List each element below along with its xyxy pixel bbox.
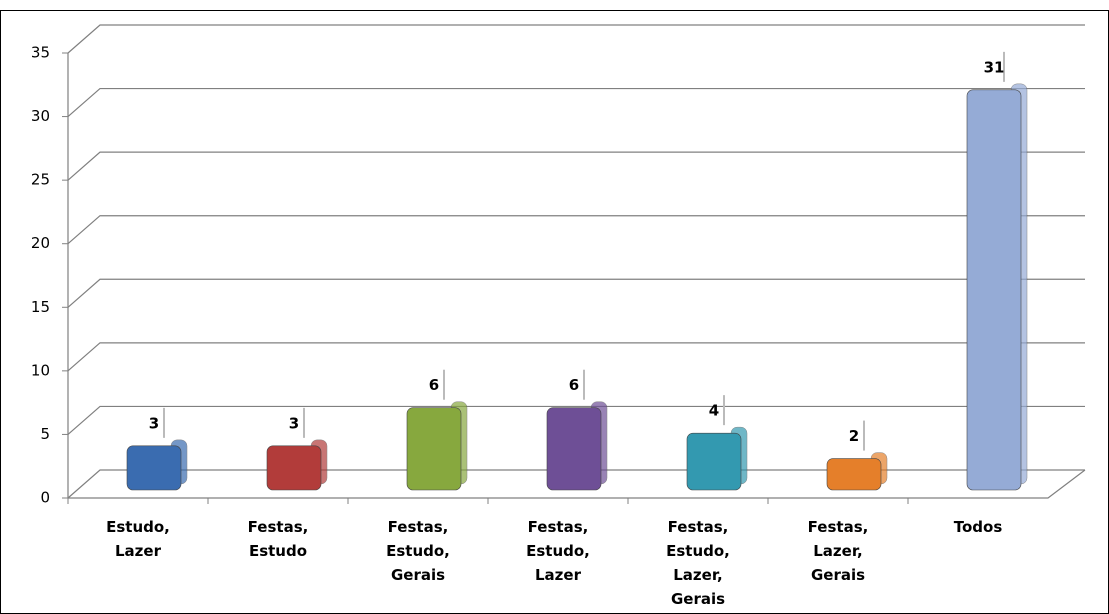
value-label: 3 xyxy=(289,414,299,432)
x-tick-label: Todos xyxy=(954,518,1003,536)
y-tick-label: 5 xyxy=(40,425,50,443)
y-tick-label: 20 xyxy=(31,234,50,252)
bar xyxy=(686,432,742,491)
bar xyxy=(126,445,182,491)
y-tick-label: 30 xyxy=(31,107,50,125)
x-tick-label: Festas, Estudo, Gerais xyxy=(386,518,450,584)
grid-line xyxy=(67,342,1085,372)
x-tick-label: Estudo, Lazer xyxy=(106,518,170,560)
y-tick-label: 25 xyxy=(31,171,50,189)
value-label: 3 xyxy=(149,414,159,432)
floor xyxy=(68,469,1086,499)
bar xyxy=(406,407,462,491)
grid-line xyxy=(67,405,1085,435)
y-tick-label: 15 xyxy=(31,298,50,316)
value-label: 4 xyxy=(709,402,719,420)
grid-line xyxy=(67,24,1085,54)
value-label: 2 xyxy=(849,427,859,445)
value-label: 6 xyxy=(429,376,439,394)
x-tick-label: Festas, Estudo, Lazer xyxy=(526,518,590,584)
y-tick-label: 0 xyxy=(40,489,50,507)
y-tick-label: 10 xyxy=(31,361,50,379)
x-tick-label: Festas, Estudo xyxy=(248,518,309,560)
grid-line xyxy=(67,151,1085,181)
bar xyxy=(546,407,602,491)
y-tick-label: 35 xyxy=(31,44,50,62)
value-label: 6 xyxy=(569,376,579,394)
grid-line xyxy=(67,469,1085,499)
bar xyxy=(826,458,882,491)
grid-line xyxy=(67,87,1085,118)
x-tick-label: Festas, Lazer, Gerais xyxy=(808,518,869,584)
bar xyxy=(266,445,322,491)
bar xyxy=(966,89,1022,491)
value-label: 31 xyxy=(984,58,1005,76)
grid-line xyxy=(67,215,1085,245)
x-tick-label: Festas, Estudo, Lazer, Gerais xyxy=(666,518,730,608)
grid-line xyxy=(67,278,1085,308)
